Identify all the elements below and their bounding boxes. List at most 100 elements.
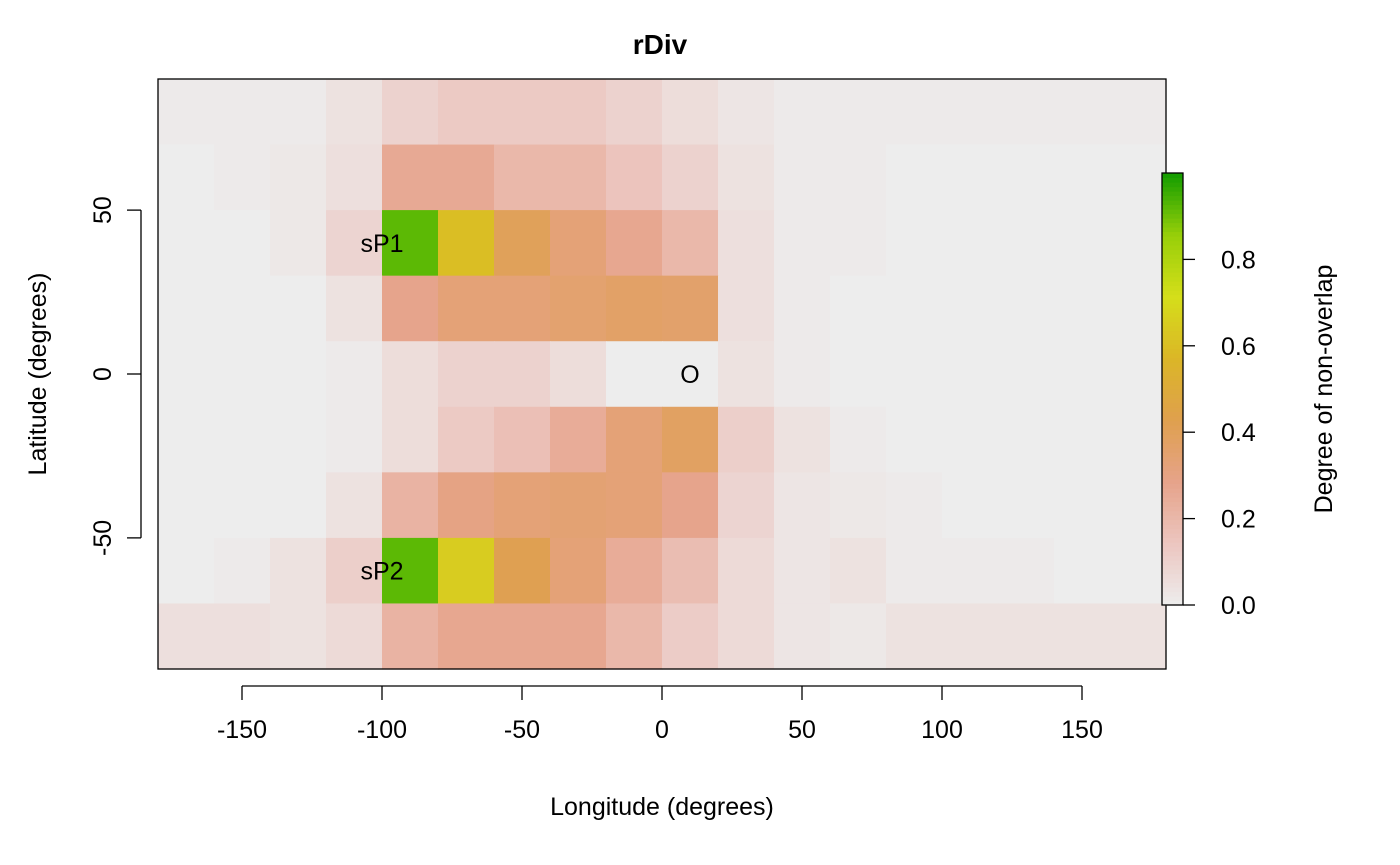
heatmap-cell [774, 341, 831, 408]
heatmap-cell [214, 144, 271, 211]
colorbar-segment [1162, 582, 1183, 588]
colorbar-segment [1162, 186, 1183, 192]
colorbar-segment [1162, 195, 1183, 201]
heatmap-cell [550, 341, 607, 408]
heatmap-cell [774, 210, 831, 277]
heatmap-cell [998, 537, 1055, 605]
x-tick-label: -100 [357, 716, 407, 744]
colorbar-segment [1162, 227, 1183, 233]
heatmap-cell [494, 341, 551, 408]
heatmap-cell [438, 341, 495, 408]
x-tick-label: 50 [788, 716, 816, 744]
heatmap-cell [718, 537, 775, 605]
heatmap-cell [662, 341, 719, 408]
colorbar-segment [1162, 569, 1183, 575]
heatmap-cell [1054, 144, 1111, 211]
heatmap-cell [942, 144, 999, 211]
colorbar-legend: 0.0 0.2 0.4 0.6 0.8 [1161, 172, 1256, 620]
heatmap-cell [382, 275, 439, 342]
heatmap-cell [438, 210, 495, 277]
heatmap-cell [326, 79, 383, 146]
x-tick-label: 0 [655, 716, 669, 744]
heatmap-cell [438, 537, 495, 605]
colorbar-segment [1162, 429, 1183, 435]
heatmap-cell [382, 79, 439, 146]
colorbar-segment [1162, 344, 1183, 350]
heatmap-cell [326, 275, 383, 342]
colorbar-segment [1162, 591, 1183, 597]
colorbar-segment [1162, 560, 1183, 566]
heatmap-cell [718, 341, 775, 408]
heatmap-cell [158, 406, 215, 473]
heatmap-cell [550, 79, 607, 146]
colorbar-segment [1162, 438, 1183, 444]
colorbar-segment [1162, 357, 1183, 363]
heatmap-cell [606, 603, 663, 670]
heatmap-cell [662, 144, 719, 211]
colorbar-segment [1162, 231, 1183, 237]
heatmap-cell [494, 603, 551, 670]
colorbar-segment [1162, 578, 1183, 584]
heatmap-cell [326, 472, 383, 539]
colorbar-segment [1162, 380, 1183, 386]
colorbar-segment [1162, 600, 1183, 606]
colorbar-segment [1162, 371, 1183, 377]
heatmap-cell [886, 275, 943, 342]
heatmap-cell [1110, 603, 1167, 670]
colorbar-segment [1162, 173, 1183, 179]
heatmap-cell [718, 144, 775, 211]
heatmap-cell [774, 144, 831, 211]
heatmap-cell [494, 144, 551, 211]
heatmap-cell [494, 472, 551, 539]
heatmap-cell [998, 79, 1055, 146]
heatmap-cell [998, 603, 1055, 670]
heatmap-cell [550, 406, 607, 473]
heatmap-cell [662, 472, 719, 539]
heatmap-cell [270, 341, 327, 408]
heatmap-cell [382, 603, 439, 670]
colorbar-segment [1162, 258, 1183, 264]
colorbar-segment [1162, 501, 1183, 507]
colorbar-segment [1162, 299, 1183, 305]
heatmap-cell [830, 210, 887, 277]
colorbar-segment [1162, 281, 1183, 287]
colorbar-segment [1162, 312, 1183, 318]
colorbar-segment [1162, 447, 1183, 453]
colorbar-segment [1162, 416, 1183, 422]
heatmap-cell [886, 144, 943, 211]
heatmap-cell [158, 537, 215, 605]
colorbar-segment [1162, 308, 1183, 314]
heatmap-cell [270, 210, 327, 277]
colorbar-segment [1162, 515, 1183, 521]
heatmap-cell [494, 79, 551, 146]
heatmap-cell [830, 144, 887, 211]
heatmap-cell [942, 537, 999, 605]
heatmap-cell [550, 537, 607, 605]
heatmap-cell [382, 537, 439, 605]
heatmap-cell [718, 210, 775, 277]
y-tick-label: 0 [89, 367, 117, 381]
cell-annotation: sP2 [360, 558, 403, 586]
colorbar-segment [1162, 389, 1183, 395]
heatmap-cell [1110, 406, 1167, 473]
colorbar-segment [1162, 483, 1183, 489]
heatmap-cell [1054, 341, 1111, 408]
heatmap-cell [998, 210, 1055, 277]
colorbar-segment [1162, 362, 1183, 368]
heatmap-cell [830, 275, 887, 342]
heatmap-cell [438, 79, 495, 146]
colorbar-segment [1162, 348, 1183, 354]
colorbar-segment [1162, 276, 1183, 282]
heatmap-cell [326, 603, 383, 670]
colorbar-segment [1162, 209, 1183, 215]
x-axis-label: Longitude (degrees) [550, 793, 774, 821]
heatmap-cell [662, 537, 719, 605]
colorbar-segment [1162, 443, 1183, 449]
heatmap-cell [998, 341, 1055, 408]
colorbar-segment [1162, 510, 1183, 516]
colorbar-segment [1162, 339, 1183, 345]
heatmap-cell [1110, 275, 1167, 342]
heatmap-cell [158, 79, 215, 146]
colorbar-segment [1162, 587, 1183, 593]
colorbar-segment [1162, 551, 1183, 557]
